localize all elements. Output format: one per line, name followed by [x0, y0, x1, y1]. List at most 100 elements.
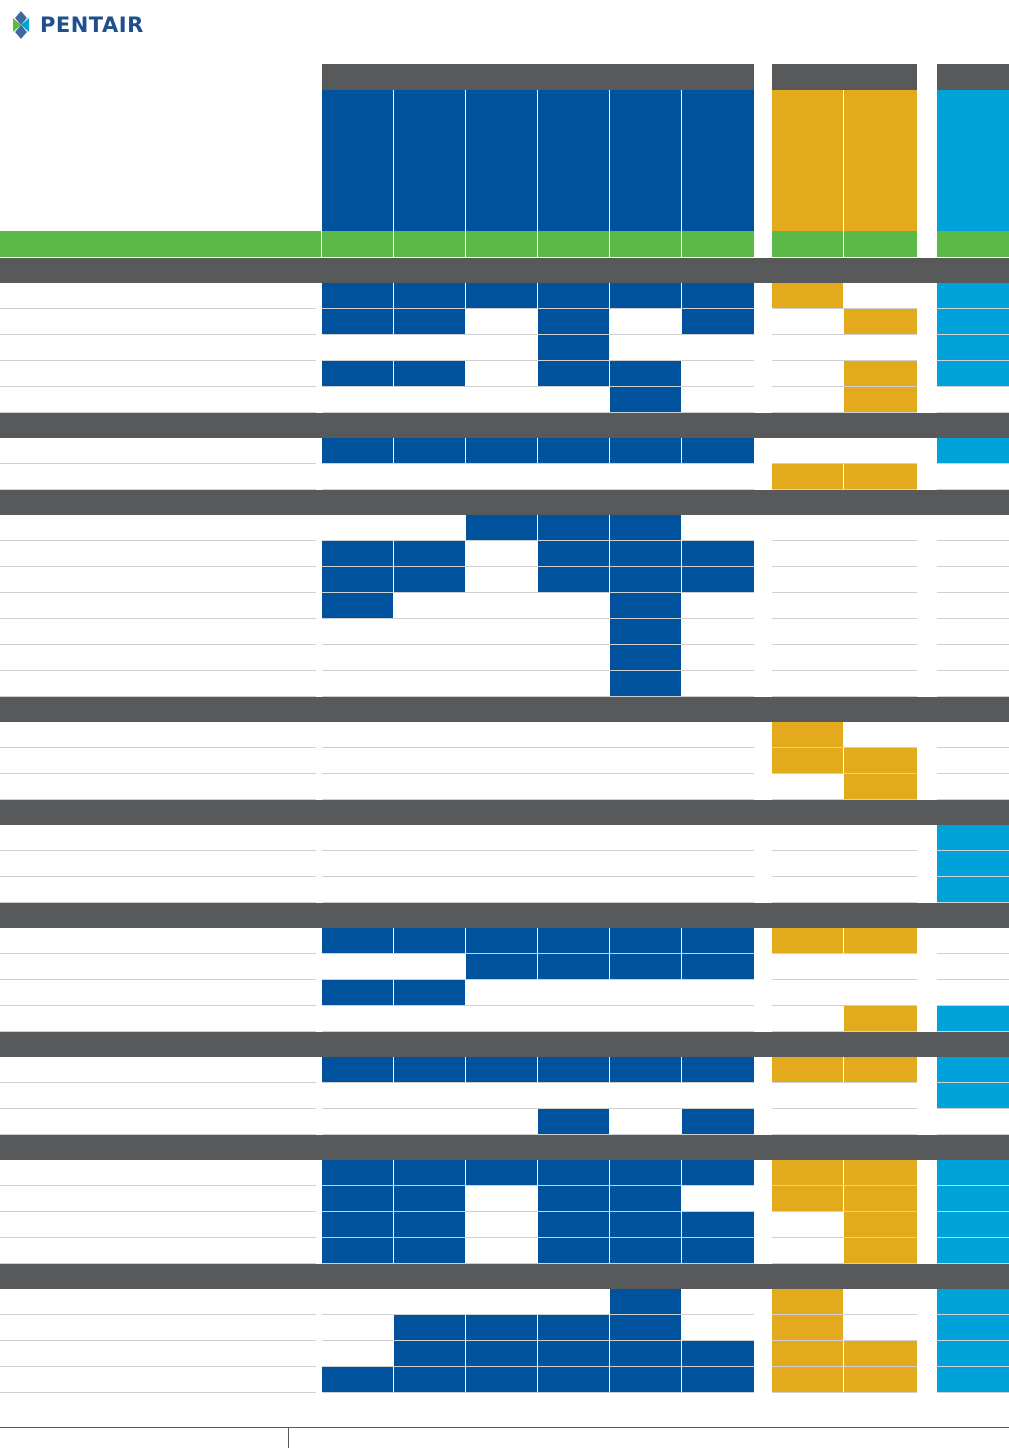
matrix-cell-filled: [394, 1212, 465, 1237]
matrix-cell-filled: [772, 1341, 843, 1366]
matrix-cell-filled: [538, 309, 609, 334]
row-divider: [0, 540, 316, 541]
matrix-cell-filled: [844, 1057, 917, 1082]
green-band-label: [0, 231, 321, 257]
matrix-cell-filled: [682, 954, 754, 979]
row-divider: [322, 540, 754, 541]
matrix-cell-filled: [844, 1160, 917, 1185]
row-divider: [322, 1082, 754, 1083]
matrix-cell-filled: [772, 283, 843, 308]
matrix-cell-filled: [682, 1160, 754, 1185]
row-divider: [937, 1392, 1009, 1393]
matrix-cell-filled: [937, 1341, 1009, 1366]
green-band-b6: [682, 231, 754, 257]
row-divider: [322, 1392, 754, 1393]
column-header-b1: [322, 90, 393, 231]
matrix-cell-filled: [937, 283, 1009, 308]
column-header-b2: [394, 90, 465, 231]
matrix-cell-filled: [538, 515, 609, 540]
row-divider: [0, 773, 316, 774]
matrix-cell-filled: [772, 748, 843, 773]
matrix-cell-filled: [322, 1367, 393, 1392]
matrix-cell-filled: [844, 748, 917, 773]
matrix-cell-filled: [937, 1057, 1009, 1082]
section-header-9: [0, 1264, 1009, 1289]
row-divider: [0, 386, 316, 387]
row-divider: [0, 489, 316, 490]
matrix-cell-filled: [538, 1341, 609, 1366]
matrix-cell-filled: [538, 1212, 609, 1237]
row-divider: [937, 902, 1009, 903]
matrix-cell-filled: [844, 309, 917, 334]
row-divider: [772, 1108, 917, 1109]
row-divider: [772, 412, 917, 413]
section-header-7: [0, 1032, 1009, 1057]
matrix-cell-filled: [322, 928, 393, 953]
matrix-cell-filled: [538, 567, 609, 592]
matrix-cell-filled: [394, 1186, 465, 1211]
matrix-cell-filled: [937, 1006, 1009, 1031]
row-divider: [937, 696, 1009, 697]
matrix-cell-filled: [610, 515, 681, 540]
row-divider: [322, 489, 754, 490]
row-divider: [937, 644, 1009, 645]
green-band-b2: [394, 231, 465, 257]
matrix-cell-filled: [610, 283, 681, 308]
matrix-cell-filled: [937, 309, 1009, 334]
matrix-cell-filled: [610, 1238, 681, 1263]
matrix-cell-filled: [610, 593, 681, 618]
matrix-cell-filled: [538, 1315, 609, 1340]
matrix-cell-filled: [466, 1160, 537, 1185]
row-divider: [772, 566, 917, 567]
matrix-cell-filled: [394, 1160, 465, 1185]
matrix-cell-filled: [682, 541, 754, 566]
matrix-cell-filled: [394, 283, 465, 308]
row-divider: [937, 360, 1009, 361]
row-divider: [772, 540, 917, 541]
matrix-cell-filled: [394, 567, 465, 592]
matrix-cell-filled: [610, 928, 681, 953]
row-divider: [0, 747, 316, 748]
section-header-3: [0, 490, 1009, 515]
matrix-cell-filled: [772, 1315, 843, 1340]
matrix-cell-filled: [844, 387, 917, 412]
matrix-cell-filled: [610, 645, 681, 670]
matrix-cell-filled: [844, 1212, 917, 1237]
row-divider: [937, 1366, 1009, 1367]
row-divider: [937, 592, 1009, 593]
row-divider: [772, 953, 917, 954]
matrix-cell-filled: [394, 438, 465, 463]
column-header-b4: [538, 90, 609, 231]
matrix-cell-filled: [772, 722, 843, 747]
matrix-cell-filled: [937, 438, 1009, 463]
matrix-cell-filled: [610, 1341, 681, 1366]
row-divider: [937, 1237, 1009, 1238]
row-divider: [772, 1314, 917, 1315]
row-divider: [0, 850, 316, 851]
matrix-cell-filled: [538, 1109, 609, 1134]
matrix-cell-filled: [322, 1160, 393, 1185]
row-divider: [322, 979, 754, 980]
matrix-cell-filled: [538, 541, 609, 566]
matrix-cell-filled: [682, 1109, 754, 1134]
row-divider: [772, 1185, 917, 1186]
row-divider: [322, 644, 754, 645]
row-divider: [0, 902, 316, 903]
matrix-cell-filled: [610, 1212, 681, 1237]
matrix-cell-filled: [772, 1289, 843, 1314]
row-divider: [0, 644, 316, 645]
matrix-cell-filled: [772, 1367, 843, 1392]
row-divider: [322, 1185, 754, 1186]
row-divider: [322, 1108, 754, 1109]
column-header-g1: [772, 90, 843, 231]
row-divider: [937, 386, 1009, 387]
row-divider: [772, 1340, 917, 1341]
matrix-cell-filled: [466, 1367, 537, 1392]
matrix-cell-filled: [937, 1315, 1009, 1340]
matrix-cell-filled: [610, 619, 681, 644]
row-divider: [322, 799, 754, 800]
matrix-cell-filled: [322, 1186, 393, 1211]
row-divider: [0, 1366, 316, 1367]
matrix-cell-filled: [538, 1238, 609, 1263]
row-divider: [322, 386, 754, 387]
